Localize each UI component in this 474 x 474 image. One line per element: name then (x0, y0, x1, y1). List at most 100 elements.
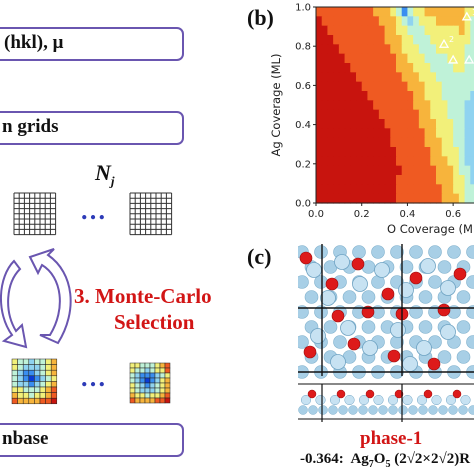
heatmap-cell (367, 128, 374, 139)
heatmap-cell (350, 175, 357, 185)
grid-cell (164, 372, 171, 379)
heatmap-cell (430, 193, 437, 204)
heatmap-cell (373, 44, 380, 55)
heatmap-cell (401, 147, 409, 157)
heatmap-cell (441, 35, 449, 45)
heatmap-cell (350, 128, 357, 139)
colored-grid-right (129, 362, 171, 404)
heatmap-cell (350, 156, 357, 167)
heatmap-cell (424, 25, 431, 36)
heatmap-cell (458, 16, 466, 27)
phase-marker (461, 11, 472, 21)
heatmap-cell (458, 109, 466, 120)
phase-marker-label: 2 (449, 35, 454, 44)
heatmap-cell (333, 44, 340, 55)
heatmap-cell (390, 91, 397, 101)
heatmap-cell (430, 53, 437, 64)
heatmap-cell (470, 165, 474, 176)
heatmap-cell (447, 137, 454, 148)
heatmap-cell (321, 175, 329, 185)
side-ag-atom (358, 405, 368, 415)
grid-cell (34, 358, 41, 365)
heatmap-cell (396, 147, 403, 157)
oxygen-atom (361, 305, 375, 319)
heatmap-markers: 12 (438, 8, 474, 64)
heatmap-cell (321, 100, 329, 111)
heatmap-cell (458, 35, 466, 45)
heatmap-cell (390, 184, 397, 195)
heatmap-cell (316, 137, 323, 148)
heatmap-cell (441, 25, 449, 36)
side-ag-atom (378, 405, 388, 415)
heatmap-cell (447, 35, 454, 45)
surface-ag-atom (306, 262, 322, 278)
heatmap-cell (384, 137, 391, 148)
heatmap-cell (390, 193, 397, 204)
heatmap-cell (470, 119, 474, 129)
heatmap-cell (384, 147, 391, 157)
heatmap-cell (430, 16, 437, 27)
heatmap-cell (356, 53, 363, 64)
heatmap-cell (384, 109, 391, 120)
heatmap-cell (470, 193, 474, 204)
heatmap-cell (373, 156, 380, 167)
heatmap-cell (373, 7, 380, 17)
heatmap-cell (447, 72, 454, 83)
side-surface-ag (315, 394, 326, 406)
heatmap-cell (333, 25, 340, 36)
heatmap-cell (356, 100, 363, 111)
oxygen-atom (409, 271, 423, 285)
heatmap-cell (361, 193, 369, 204)
heatmap-cell (373, 137, 380, 148)
grid-cell (28, 386, 35, 393)
ag-atom (342, 290, 357, 304)
surface-ag-atom (334, 254, 350, 270)
heatmap-cell (350, 53, 357, 64)
heatmap-cell (367, 44, 374, 55)
formula-o: O (373, 451, 386, 467)
ag-atom (314, 305, 328, 319)
grid-cell (45, 381, 52, 388)
ytick-label: 0.2 (295, 159, 311, 170)
heatmap-cell (378, 53, 386, 64)
grid-cell (50, 392, 58, 399)
heatmap-cell (344, 128, 351, 139)
heatmap-cell (378, 109, 386, 120)
grid-cell (164, 367, 171, 374)
side-ag-atom (468, 405, 474, 415)
heatmap-cell (407, 109, 414, 120)
heatmap-cell (390, 53, 397, 64)
heatmap-cell (390, 165, 397, 176)
heatmap-cell (350, 7, 357, 17)
ag-atom (361, 320, 376, 334)
heatmap-cell (367, 81, 374, 92)
ag-atom (437, 350, 452, 364)
heatmap-cells (316, 7, 474, 204)
heatmap-cell (384, 175, 391, 185)
heatmap-cell (396, 16, 403, 27)
heatmap-cell (316, 147, 323, 157)
ag-atom (304, 290, 319, 304)
heatmap-cell (390, 147, 397, 157)
grid-cell (34, 397, 41, 405)
heatmap-cell (418, 193, 426, 204)
nj-main: N (95, 160, 111, 185)
heatmap-cell (470, 100, 474, 111)
heatmap-cell (333, 53, 340, 64)
heatmap-cell (464, 100, 471, 111)
heatmap-cell (453, 119, 460, 129)
ag-atom (428, 275, 442, 289)
grid-cell (11, 392, 18, 399)
grid-cell (34, 381, 41, 388)
grid-cell (154, 367, 161, 374)
grid-cell (154, 377, 161, 384)
heatmap-cell (436, 109, 443, 120)
heatmap-cell (436, 91, 443, 101)
heatmap-cell (361, 91, 369, 101)
side-oxygen (394, 389, 404, 399)
heatmap-cell (344, 7, 351, 17)
heatmap-cell (447, 109, 454, 120)
grid-cell (11, 358, 18, 365)
heatmap-cell (436, 137, 443, 148)
heatmap-cell (384, 119, 391, 129)
